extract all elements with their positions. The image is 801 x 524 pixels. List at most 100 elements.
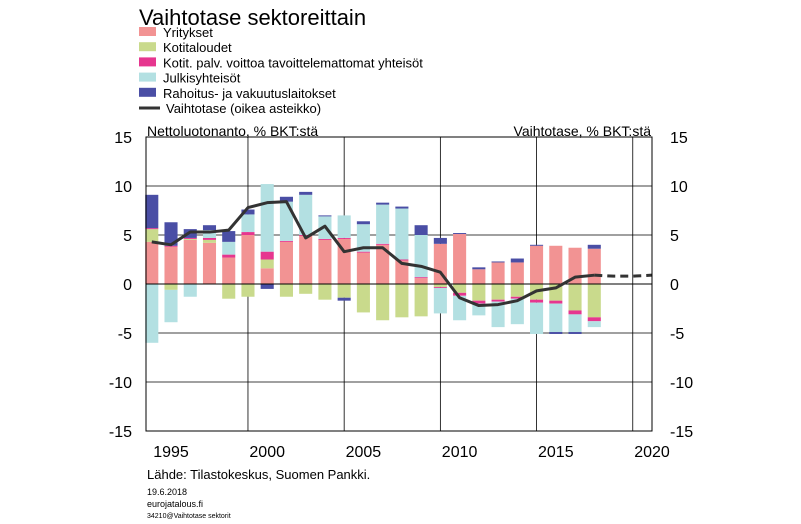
bar-segment — [299, 284, 313, 294]
bar-segment — [433, 237, 447, 244]
x-tick-label: 1995 — [153, 444, 189, 461]
y-tick-label-right: -15 — [670, 424, 693, 441]
bar-segment — [491, 261, 505, 263]
bar-segment — [472, 267, 486, 270]
y-tick-label-right: 5 — [670, 228, 679, 245]
bar-segment — [164, 222, 178, 246]
bar-segment — [222, 284, 236, 299]
y-tick-label-left: -5 — [118, 326, 132, 343]
bar-segment — [260, 184, 274, 252]
bar-segment — [376, 244, 390, 284]
bar-segment — [587, 321, 601, 328]
bar-segment — [433, 286, 447, 288]
bar-segment — [145, 284, 159, 343]
footer-id: 34210@Vaihtotase sektorit — [147, 513, 231, 520]
legend-swatch — [139, 57, 156, 67]
bar-segment — [414, 284, 428, 317]
x-tick-label: 2005 — [346, 444, 382, 461]
legend-swatch — [139, 42, 156, 52]
bar-segment — [241, 235, 255, 284]
y-tick-label-right: -10 — [670, 375, 693, 392]
left-axis-label: Nettoluotonanto, % BKT:stä — [147, 123, 318, 139]
bar-segment — [491, 284, 505, 300]
plot-area: 15 15 10 10 5 5 0 0 -5 -5 -10 -10 -15 -15 1995 2000 2005… — [109, 130, 693, 461]
bar-segment — [279, 196, 293, 202]
plot-frame — [145, 136, 653, 432]
bar-segment — [183, 239, 197, 284]
footer-date: 19.6.2018 — [147, 487, 187, 497]
y-tick-label-left: -15 — [109, 424, 132, 441]
bar-segment — [433, 287, 447, 314]
bar-segment — [395, 208, 409, 260]
y-tick-label-right: 10 — [670, 179, 688, 196]
legend-label: Yritykset — [163, 25, 213, 40]
bar-segment — [549, 332, 563, 334]
bar-segment — [318, 238, 332, 240]
bar-segment — [260, 268, 274, 284]
bar-segment — [472, 303, 486, 316]
legend-swatch — [139, 27, 156, 36]
bar-segment — [318, 239, 332, 284]
bar-segment — [568, 314, 582, 333]
bar-segment — [299, 194, 313, 235]
bar-segment — [356, 224, 370, 252]
bar-segment — [453, 295, 467, 321]
bar-segment — [414, 235, 428, 278]
bar-segment — [414, 278, 428, 284]
bar-segment — [202, 239, 217, 243]
bar-segment — [145, 241, 159, 284]
bar-segment — [222, 231, 236, 242]
bar-segment — [549, 303, 563, 333]
bar-segment — [414, 277, 428, 279]
bar-segment — [241, 214, 255, 233]
bar-segment — [433, 284, 447, 287]
bar-segment — [414, 225, 428, 235]
legend-label: Vaihtotase (oikea asteikko) — [166, 101, 321, 116]
bar-segment — [530, 245, 544, 284]
y-tick-label-right: -5 — [670, 326, 684, 343]
bar-segment — [337, 237, 351, 239]
bar-segment — [318, 215, 332, 217]
bar-segment — [453, 284, 467, 293]
y-tick-label-left: 10 — [114, 179, 132, 196]
x-tick-label: 2000 — [249, 444, 285, 461]
bar-segment — [587, 244, 601, 249]
current-account-line — [151, 200, 595, 308]
bar-segment — [299, 235, 313, 284]
bar-segment — [491, 262, 505, 284]
bar-segment — [453, 234, 467, 284]
bar-segment — [241, 284, 255, 297]
bar-segment — [222, 241, 236, 255]
legend-label: Rahoitus- ja vakuutuslaitokset — [163, 86, 336, 101]
bar-segment — [241, 232, 255, 235]
bar-segment — [222, 257, 236, 284]
bar-segment — [279, 284, 293, 297]
bar-segment — [510, 298, 524, 325]
x-tick-label: 2010 — [442, 444, 478, 461]
y-tick-label-left: -10 — [109, 375, 132, 392]
bar-segment — [568, 247, 582, 284]
bar-segment — [530, 244, 544, 246]
bar-segment — [183, 237, 197, 239]
bar-segment — [376, 202, 390, 205]
chart-title: Vaihtotase sektoreittain — [139, 5, 366, 30]
bar-segment — [510, 262, 524, 284]
bar-segment — [433, 243, 447, 284]
bar-segment — [337, 215, 351, 238]
legend-swatch — [139, 87, 156, 97]
bar-segment — [164, 289, 178, 323]
bar-segment — [356, 284, 370, 313]
bar-segment — [510, 284, 524, 297]
bar-segment — [183, 284, 197, 297]
y-tick-label-left: 15 — [114, 130, 132, 147]
bar-segment — [318, 284, 332, 300]
bar-segment — [202, 225, 217, 231]
y-tick-label-right: 0 — [670, 277, 679, 294]
bar-segment — [587, 317, 601, 322]
bar-segment — [202, 230, 217, 238]
bar-segment — [395, 260, 409, 284]
source-note: Lähde: Tilastokeskus, Suomen Pankki. — [147, 467, 370, 482]
bar-segment — [472, 300, 486, 304]
